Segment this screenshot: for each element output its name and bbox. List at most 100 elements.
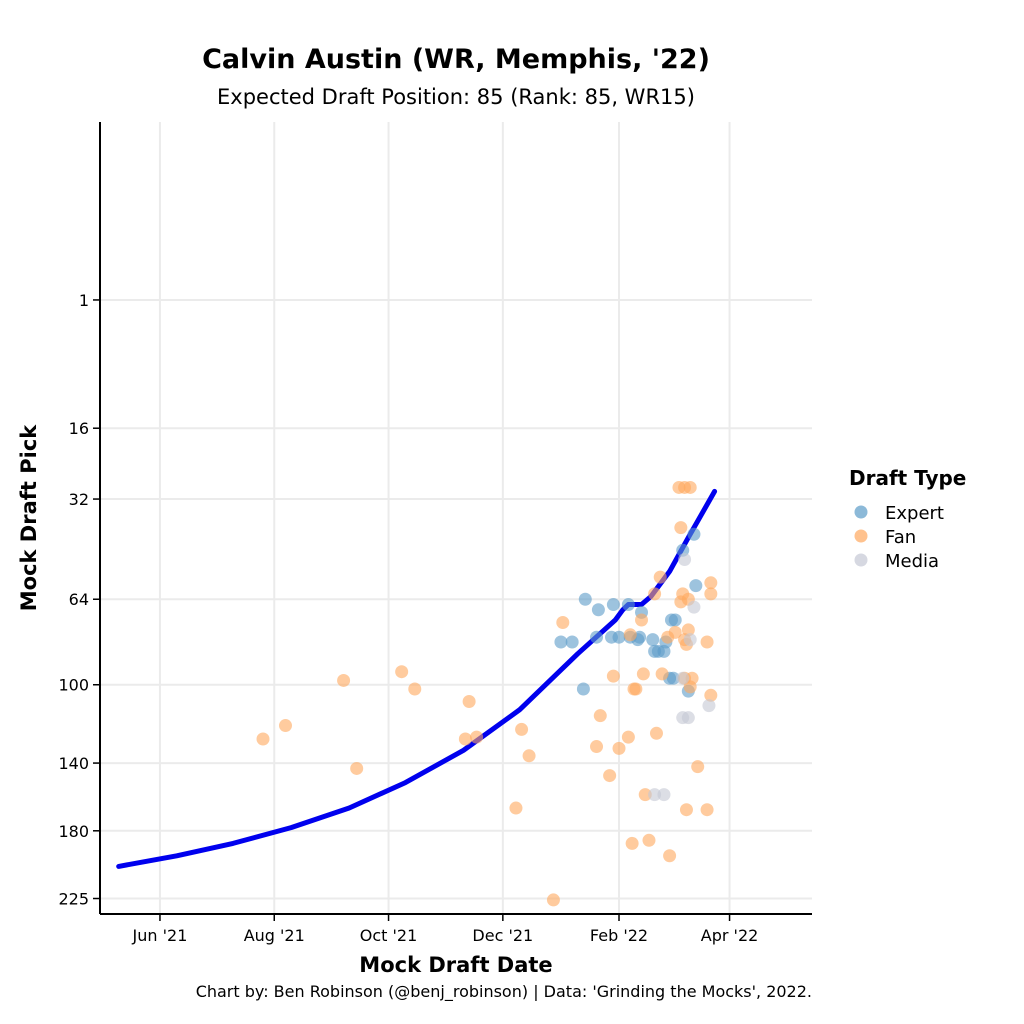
points-layer <box>256 480 718 907</box>
media-point <box>676 671 690 685</box>
fan-point <box>603 769 617 783</box>
y-tick-label: 16 <box>69 419 89 438</box>
x-tick-label: Jun '21 <box>132 926 188 945</box>
expert-point <box>687 527 701 541</box>
y-tick-label: 180 <box>58 822 89 841</box>
fan-point <box>668 625 682 639</box>
fan-point <box>522 749 536 763</box>
x-axis-title: Mock Draft Date <box>359 953 552 977</box>
fan-point <box>679 803 693 817</box>
fan-point <box>634 613 648 627</box>
expert-point <box>668 613 682 627</box>
fan-point <box>612 741 626 755</box>
fan-point <box>593 709 607 723</box>
x-tick-label: Aug '21 <box>244 926 305 945</box>
legend-key-expert <box>854 505 868 519</box>
fan-point <box>629 682 643 696</box>
expert-point <box>666 671 680 685</box>
x-tick-label: Dec '21 <box>472 926 533 945</box>
fan-point <box>590 740 604 754</box>
fan-point <box>663 849 677 863</box>
x-tick-label: Oct '21 <box>360 926 418 945</box>
gridlines <box>100 122 812 914</box>
fan-point <box>642 833 656 847</box>
media-point <box>702 699 716 713</box>
legend-label-fan: Fan <box>885 527 916 548</box>
y-tick-label: 100 <box>58 676 89 695</box>
x-tick-label: Apr '22 <box>701 926 759 945</box>
fan-point <box>621 730 635 744</box>
x-axis-ticks: Jun '21 Aug '21 Oct '21 Dec '21 Feb '22 Apr '… <box>132 914 759 945</box>
fan-point <box>515 722 529 736</box>
media-point <box>678 553 692 567</box>
expert-point <box>689 579 703 593</box>
fan-point <box>681 623 695 637</box>
fan-point <box>700 635 714 649</box>
expert-point <box>578 592 592 606</box>
expert-point <box>606 598 620 612</box>
chart-subtitle: Expected Draft Position: 85 (Rank: 85, W… <box>217 85 695 109</box>
expert-point <box>576 682 590 696</box>
y-tick-label: 1 <box>79 291 89 310</box>
fan-point <box>408 682 422 696</box>
expert-point <box>590 630 604 644</box>
y-axis-ticks: 1 16 32 64 100 140 180 225 <box>58 291 100 909</box>
legend-title: Draft Type <box>849 466 966 490</box>
fan-point <box>395 665 409 679</box>
fan-point <box>653 570 667 584</box>
media-point <box>648 788 662 802</box>
chart-caption: Chart by: Ben Robinson (@benj_robinson) … <box>196 982 812 1002</box>
fan-point <box>623 628 637 642</box>
fan-point <box>337 673 351 687</box>
fan-point <box>256 732 270 746</box>
media-point <box>683 633 697 647</box>
fan-point <box>704 688 718 702</box>
y-tick-label: 64 <box>69 590 89 609</box>
expert-point <box>554 635 568 649</box>
expert-point <box>591 603 605 617</box>
legend-key-fan <box>854 529 868 543</box>
fan-point <box>683 480 697 494</box>
fan-point <box>606 669 620 683</box>
fan-point <box>638 788 652 802</box>
fan-point <box>278 719 292 733</box>
fan-point <box>691 760 705 774</box>
fan-point <box>458 732 472 746</box>
fan-point <box>674 521 688 535</box>
legend-label-expert: Expert <box>885 503 944 524</box>
expert-point <box>612 630 626 644</box>
y-tick-label: 140 <box>58 754 89 773</box>
fan-point <box>648 587 662 601</box>
fan-point <box>546 893 560 907</box>
legend-label-media: Media <box>885 551 939 572</box>
trend-line <box>116 488 718 869</box>
media-point <box>657 788 671 802</box>
fan-point <box>462 695 476 709</box>
expert-point <box>646 633 660 647</box>
chart-title: Calvin Austin (WR, Memphis, '22) <box>202 44 710 75</box>
fan-point <box>509 801 523 815</box>
fan-point <box>470 730 484 744</box>
trend-layer <box>116 488 718 869</box>
media-point <box>687 600 701 614</box>
fan-point <box>636 667 650 681</box>
x-tick-label: Feb '22 <box>590 926 648 945</box>
fan-point <box>704 587 718 601</box>
fan-point <box>625 836 639 850</box>
fan-point <box>655 667 669 681</box>
expert-point <box>621 598 635 612</box>
media-point <box>681 711 695 725</box>
y-tick-label: 225 <box>58 890 89 909</box>
y-tick-label: 32 <box>69 490 89 509</box>
fan-point <box>700 803 714 817</box>
legend: Draft Type Expert Fan Media <box>849 466 966 572</box>
fan-point <box>704 576 718 590</box>
fan-point <box>556 615 570 629</box>
fan-point <box>685 671 699 685</box>
expert-point <box>565 635 579 649</box>
legend-key-media <box>854 553 868 567</box>
fan-point <box>649 726 663 740</box>
fan-point <box>350 761 364 775</box>
axes <box>99 122 812 915</box>
